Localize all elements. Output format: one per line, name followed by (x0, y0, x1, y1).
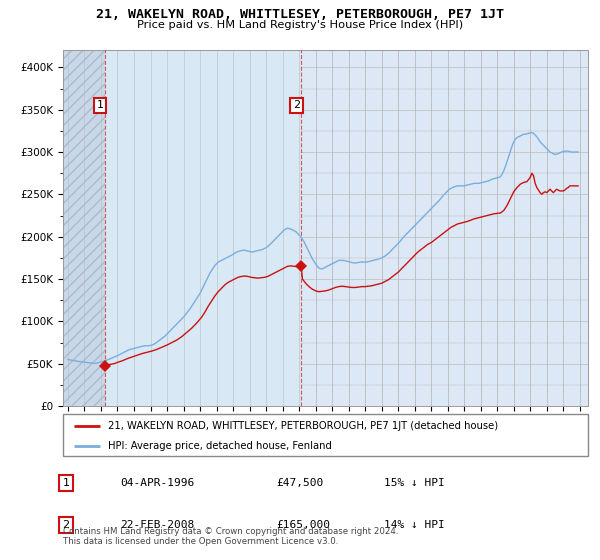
Text: 1: 1 (97, 100, 104, 110)
Text: 2: 2 (293, 100, 300, 110)
Text: £47,500: £47,500 (276, 478, 323, 488)
Text: Price paid vs. HM Land Registry's House Price Index (HPI): Price paid vs. HM Land Registry's House … (137, 20, 463, 30)
Bar (105, 50, 301, 406)
Text: 14% ↓ HPI: 14% ↓ HPI (384, 520, 445, 530)
Bar (63, 50, 105, 406)
Text: HPI: Average price, detached house, Fenland: HPI: Average price, detached house, Fenl… (107, 441, 331, 451)
Text: 1: 1 (62, 478, 70, 488)
Text: 04-APR-1996: 04-APR-1996 (120, 478, 194, 488)
Text: £165,000: £165,000 (276, 520, 330, 530)
Text: 21, WAKELYN ROAD, WHITTLESEY, PETERBOROUGH, PE7 1JT: 21, WAKELYN ROAD, WHITTLESEY, PETERBOROU… (96, 8, 504, 21)
Text: 21, WAKELYN ROAD, WHITTLESEY, PETERBOROUGH, PE7 1JT (detached house): 21, WAKELYN ROAD, WHITTLESEY, PETERBOROU… (107, 421, 498, 431)
Text: 2: 2 (62, 520, 70, 530)
Text: 15% ↓ HPI: 15% ↓ HPI (384, 478, 445, 488)
Text: 22-FEB-2008: 22-FEB-2008 (120, 520, 194, 530)
Text: Contains HM Land Registry data © Crown copyright and database right 2024.
This d: Contains HM Land Registry data © Crown c… (63, 526, 398, 546)
